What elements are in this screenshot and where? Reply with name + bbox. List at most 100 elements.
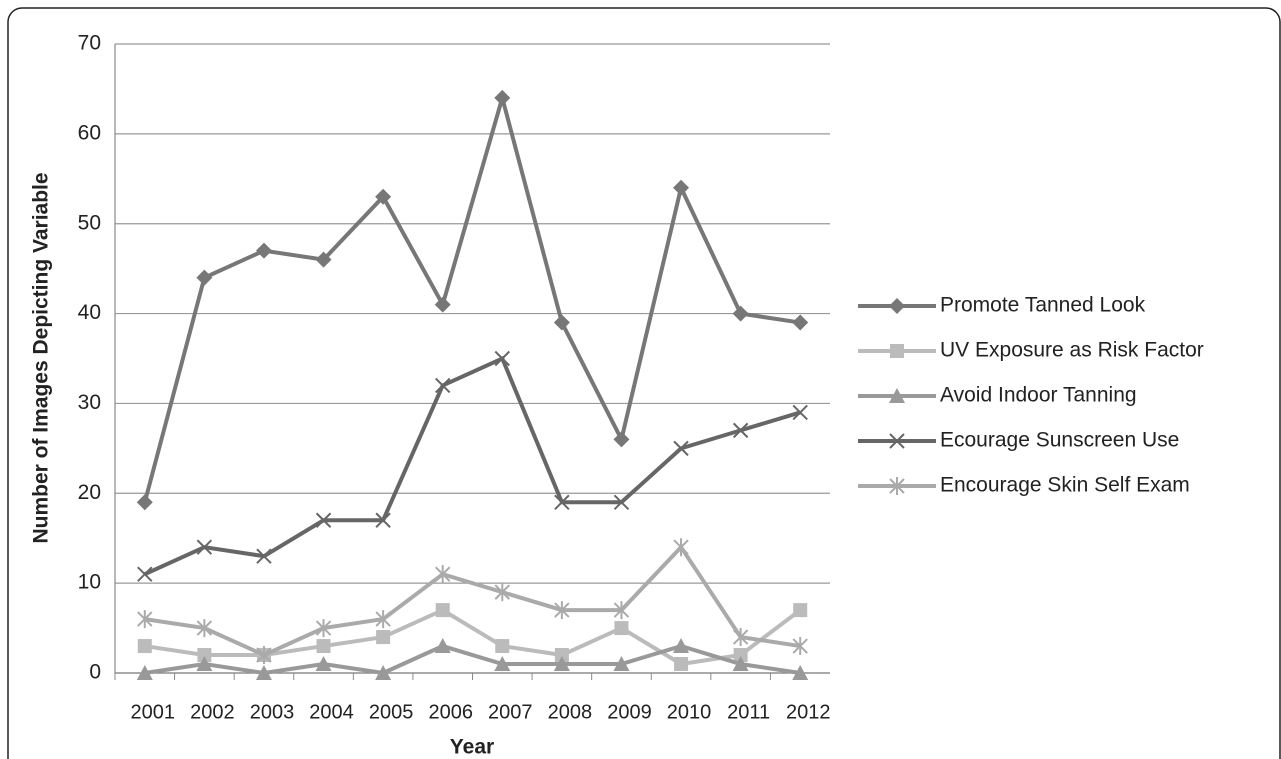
series-line <box>143 355 801 576</box>
marker <box>315 512 332 528</box>
y-tick-label: 0 <box>89 661 101 684</box>
x-tick-label: 2010 <box>667 701 712 723</box>
marker <box>733 648 748 663</box>
marker <box>732 628 749 647</box>
marker <box>376 630 391 645</box>
x-tick-label: 2009 <box>607 701 652 723</box>
marker <box>554 648 569 663</box>
marker <box>673 538 689 557</box>
marker <box>256 548 272 564</box>
legend-label: Ecourage Sunscreen Use <box>940 429 1179 452</box>
marker <box>435 565 451 584</box>
legend-marker <box>889 388 905 403</box>
marker <box>613 431 630 448</box>
marker <box>196 656 213 672</box>
marker <box>137 566 153 582</box>
series <box>137 603 808 672</box>
marker <box>495 639 510 654</box>
marker <box>435 377 451 394</box>
series <box>136 89 809 511</box>
marker <box>435 603 450 618</box>
marker <box>732 305 749 322</box>
y-tick-label: 10 <box>78 571 101 594</box>
series-line <box>144 543 801 658</box>
marker <box>375 188 392 205</box>
marker <box>255 665 272 680</box>
marker <box>792 404 808 421</box>
marker <box>613 656 630 672</box>
x-tick-label: 2012 <box>786 701 831 723</box>
marker <box>732 656 749 672</box>
marker <box>673 440 689 457</box>
x-tick-label: 2002 <box>190 701 235 723</box>
marker <box>494 89 511 106</box>
y-tick-label: 20 <box>78 481 101 504</box>
marker <box>375 610 391 629</box>
marker <box>494 350 510 367</box>
series-line <box>144 607 802 667</box>
marker <box>315 656 332 672</box>
series <box>137 538 808 665</box>
marker <box>197 648 212 663</box>
marker <box>316 639 331 654</box>
marker <box>673 638 690 654</box>
marker <box>732 422 749 439</box>
series-line <box>142 90 801 503</box>
y-tick-label: 30 <box>78 391 101 414</box>
x-tick-label: 2004 <box>309 701 354 723</box>
legend-marker <box>889 433 905 449</box>
marker <box>137 639 152 654</box>
marker <box>614 621 629 636</box>
x-axis-label: Year <box>450 736 494 759</box>
marker <box>196 539 213 555</box>
marker <box>434 296 451 313</box>
y-tick-label: 40 <box>78 301 101 324</box>
x-tick-label: 2005 <box>369 701 414 723</box>
marker <box>196 619 213 638</box>
marker <box>673 179 690 196</box>
x-tick-label: 2008 <box>548 701 593 723</box>
marker <box>137 610 153 629</box>
y-axis-label: Number of Images Depicting Variable <box>30 172 53 543</box>
marker <box>613 601 630 620</box>
marker <box>792 665 809 680</box>
marker <box>375 665 392 680</box>
marker <box>553 314 570 331</box>
marker <box>792 314 809 331</box>
marker <box>136 665 153 680</box>
marker <box>136 494 153 511</box>
marker <box>255 242 272 259</box>
marker <box>375 512 391 528</box>
marker <box>434 638 451 654</box>
series <box>136 638 809 680</box>
legend-label: Promote Tanned Look <box>940 294 1146 317</box>
legend-marker <box>889 477 905 495</box>
legend-label: Avoid Indoor Tanning <box>940 384 1137 407</box>
marker <box>494 583 510 602</box>
x-tick-label: 2011 <box>727 701 770 723</box>
marker <box>793 603 808 618</box>
legend-label: UV Exposure as Risk Factor <box>940 339 1204 362</box>
series <box>137 350 808 582</box>
legend-marker <box>890 344 904 358</box>
y-tick-label: 60 <box>78 121 101 144</box>
y-tick-label: 50 <box>78 211 101 234</box>
marker <box>315 619 332 638</box>
marker <box>554 601 570 620</box>
marker <box>613 494 630 510</box>
x-tick-label: 2003 <box>250 701 295 723</box>
marker <box>196 269 213 286</box>
marker <box>553 656 570 672</box>
x-tick-label: 2007 <box>488 701 533 723</box>
marker <box>494 656 511 672</box>
legend-marker <box>889 298 905 314</box>
y-tick-label: 70 <box>78 32 101 55</box>
series-line <box>144 643 801 676</box>
x-tick-label: 2001 <box>131 701 176 723</box>
marker <box>792 637 808 656</box>
legend-label: Encourage Skin Self Exam <box>940 474 1190 497</box>
x-tick-label: 2006 <box>428 701 473 723</box>
marker <box>315 251 332 268</box>
marker <box>554 494 570 510</box>
